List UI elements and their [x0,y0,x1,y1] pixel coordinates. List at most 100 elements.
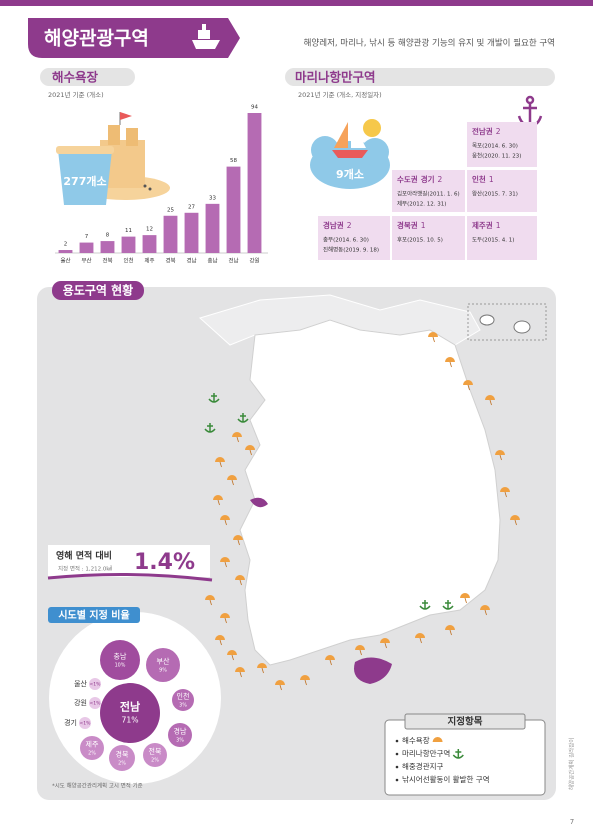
marina-icon [237,413,249,423]
beach-icon-pole [329,659,332,666]
region-name: 전남권 [472,126,493,136]
beach-icon [233,535,243,540]
beach-icon-pole [484,609,487,616]
beach-icon [213,495,223,500]
share-title: 시도별 지정 비율 [58,609,129,622]
bar [226,166,241,253]
section-title: 해수욕장 [52,70,99,85]
beach-icon-pole [239,579,242,586]
beach-icon-pole [231,654,234,661]
region-count: 1 [496,221,501,230]
bar [142,235,157,253]
share-value: 2% [118,760,126,766]
share-value: 2% [151,757,159,763]
marina-site: 도두(2015. 4. 1) [472,237,514,244]
beach-icon [300,675,310,680]
beach-icon [227,475,237,480]
beach-icon [445,357,455,362]
share-value: <1% [80,721,92,727]
x-tick-label: 부산 [81,257,91,265]
beach-icon-pole [449,629,452,636]
beach-icon-pole [209,599,212,606]
section-pill [40,68,135,86]
share-value: <1% [90,682,102,688]
region-count: 1 [421,221,426,230]
anchor-icon [517,95,543,127]
map-icons [204,332,520,691]
beach-icon-pole [249,449,252,456]
bar [184,212,199,253]
x-tick-label: 충남 [207,257,217,265]
beach-icon [275,680,285,685]
legend-bullet [395,778,399,782]
region-count: 2 [438,175,443,184]
region-group: 수도권 [397,174,418,184]
legend-label: 마리나항만구역 [402,748,450,758]
x-tick-label: 울산 [60,257,70,265]
section-title: 마리나항만구역 [295,70,376,85]
share-bubble [168,723,192,747]
section-note: 2021년 기준 (개소) [48,90,104,99]
share-pill [48,607,140,623]
marina-site: 진해명동(2019. 9. 18) [323,246,379,254]
region-name: 경기 [421,174,435,184]
beach-icon [215,635,225,640]
legend-label: 해수욕장 [402,735,430,745]
beach-icon [355,645,365,650]
beach-icon [220,613,230,618]
jeju-zone [354,657,392,684]
bar [79,242,94,253]
share-bubble [100,683,160,743]
island [513,320,531,334]
marina-site: 충무(2014. 6. 30) [323,236,369,244]
x-tick-label: 제주 [144,257,154,265]
share-region: 경기 [64,718,77,727]
share-bubble [89,678,101,690]
beach-icon [510,515,520,520]
value-label: 25 [167,207,174,213]
beach-icon [325,655,335,660]
marina-icon [419,600,431,610]
marina-icon [208,393,220,403]
marina-site: 왕산(2015. 7. 31) [472,190,518,198]
share-region: 울산 [74,679,87,688]
region-box [467,122,537,167]
ratio-area: 지정 면적 : 1,212.0㎢ [58,565,112,573]
beach-icon-pole [261,667,264,674]
side-text: 해양공간계획 길라잡이 [568,738,576,790]
beach-icon [460,593,470,598]
beach-icon [235,667,245,672]
beach-icon-pole [224,617,227,624]
share-value: 3% [179,702,187,708]
share-region: 부산 [157,657,170,666]
marina-site: 후포(2015. 10. 5) [397,237,443,244]
legend-bullet [395,765,399,769]
region-name: 제주권 [472,220,493,230]
x-tick-label: 전남 [228,257,238,265]
bar [58,250,73,253]
share-bubble [143,743,167,767]
region-box [318,216,390,260]
fishing-zone [250,497,268,508]
beach-icon-pole [359,649,362,656]
legend-label: 낚시어선활동이 활발한 구역 [402,774,490,784]
share-value: 71% [121,716,138,725]
region-box [467,216,537,260]
share-value: <1% [90,701,102,707]
beach-icon-pole [489,399,492,406]
beach-icon [380,638,390,643]
beach-icon-pole [236,436,239,443]
share-value: 2% [88,750,96,756]
south-korea-land [239,319,501,666]
title-banner [28,18,240,58]
beach-icon [500,487,510,492]
share-region: 강원 [74,698,87,707]
section-pill [285,68,555,86]
section-title: 용도구역 현황 [63,283,133,298]
sand-castle [56,112,170,205]
legend-label: 해중경관지구 [402,761,443,771]
beach-icon-pole [219,639,222,646]
beach-icon-pole [219,461,222,468]
beach-icon-pole [467,384,470,391]
